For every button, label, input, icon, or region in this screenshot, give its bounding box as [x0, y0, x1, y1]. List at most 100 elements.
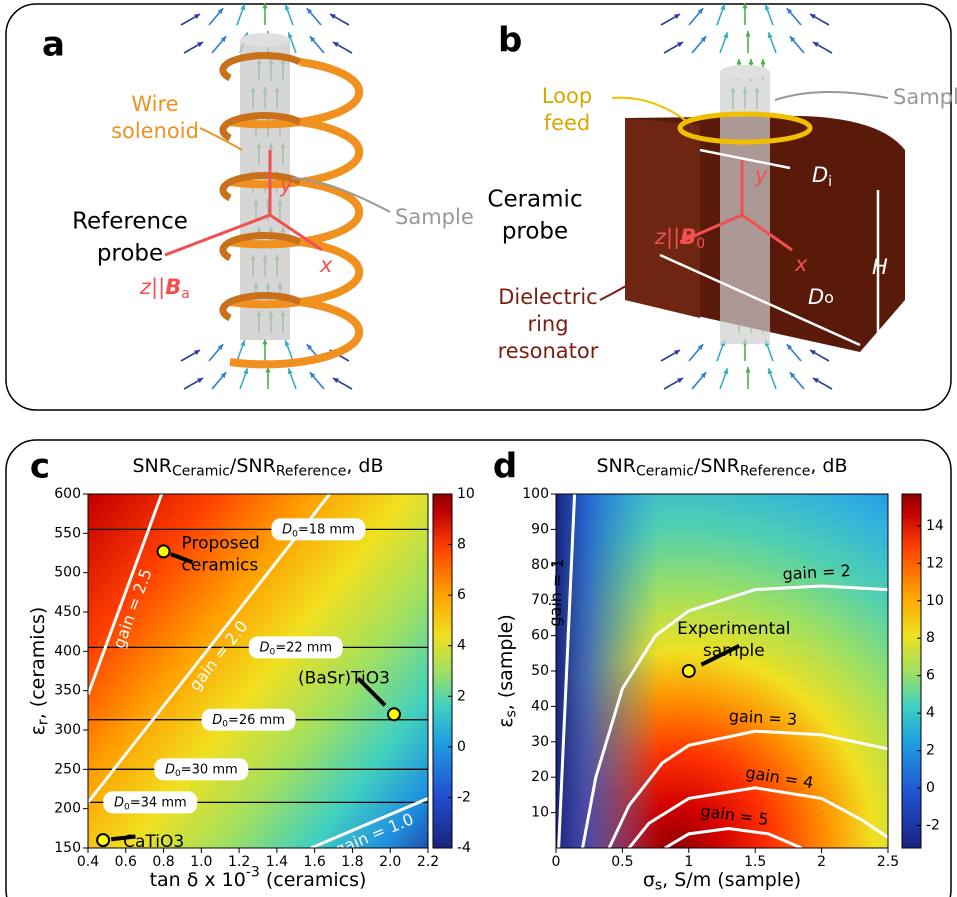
field-arrowhead	[309, 36, 316, 42]
field-arrowhead	[329, 14, 336, 20]
y-tick-label: 200	[54, 801, 81, 817]
axis-label: y	[279, 173, 293, 197]
contour-line	[557, 494, 577, 848]
label-part: 0	[269, 647, 275, 657]
axis-x	[741, 213, 793, 252]
y-tick-label: 50	[531, 663, 549, 679]
axis-label: x	[794, 252, 808, 276]
panel-letter: d	[493, 447, 517, 487]
point-label: ceramics	[182, 555, 259, 575]
y-tick-label: 70	[531, 592, 549, 608]
label-part: Reference	[276, 464, 347, 480]
y-tick-label: 400	[54, 643, 81, 659]
contour-line	[310, 797, 428, 848]
label-part: D	[259, 640, 269, 655]
label: D0=22 mm	[259, 640, 332, 657]
y-tick-label: 300	[54, 722, 81, 738]
label-part: , (sample)	[495, 614, 517, 710]
x-tick-label: 2	[817, 854, 826, 870]
field-arrowhead	[220, 36, 227, 42]
field-arrowhead	[748, 59, 754, 65]
x-tick-label: 1.6	[304, 854, 326, 870]
label-part: r	[36, 719, 52, 725]
colorbar-tick-label: 14	[926, 518, 944, 534]
field-arrowhead	[262, 339, 268, 345]
field-arrowhead	[723, 32, 729, 39]
colorbar-tick-label: 4	[926, 705, 935, 721]
label: Ceramic	[487, 187, 582, 213]
axis-label: x	[319, 253, 333, 277]
x-tick-label: 1.0	[190, 854, 212, 870]
data-point	[681, 664, 696, 678]
field-arrowhead	[217, 344, 224, 350]
label: tan δ x 10-3 (ceramics)	[150, 864, 367, 890]
colorbar-tick-label: 10	[926, 593, 944, 609]
contour-line	[664, 827, 803, 848]
label-part: B	[165, 275, 181, 299]
y-tick-label: 20	[531, 769, 549, 785]
frame-top	[5, 3, 952, 411]
label-part: =18 mm	[298, 522, 355, 537]
contour-label: gain = 2	[782, 561, 851, 584]
label-part: z||	[654, 225, 680, 250]
y-tick-label: 30	[531, 734, 549, 750]
label: feed	[544, 111, 591, 135]
label: D0=34 mm	[114, 795, 187, 812]
helix-back	[219, 112, 302, 142]
label-part: , (ceramics)	[27, 607, 49, 720]
y-tick-label: 60	[531, 628, 549, 644]
contour-line	[88, 494, 331, 804]
field-arrowhead	[764, 4, 770, 11]
x-tick-label: 1.2	[228, 854, 250, 870]
label-part: i	[828, 174, 832, 190]
field-arrowhead	[697, 8, 704, 14]
data-point	[387, 707, 401, 722]
field-arrowhead	[240, 4, 246, 11]
label: Loop	[542, 84, 592, 108]
label: probe	[97, 241, 163, 267]
plot-area	[556, 494, 888, 848]
colorbar-tick-label: 12	[926, 555, 944, 571]
field-arrowhead	[700, 36, 707, 42]
contour-line	[607, 729, 888, 848]
label-part: D	[212, 712, 222, 727]
x-tick-label: 2.5	[877, 854, 899, 870]
point-label: CaTiO3	[123, 832, 184, 852]
field-arrowhead	[789, 372, 796, 378]
y-tick-label: 250	[54, 761, 81, 777]
label-part: s	[504, 710, 520, 717]
x-tick-label: 1.5	[744, 854, 766, 870]
helix-front	[229, 118, 364, 189]
field-arrowhead	[742, 3, 748, 9]
axis-z	[679, 213, 743, 244]
label-part: /SNR	[230, 455, 276, 477]
colorbar-tick-label: 6	[457, 587, 466, 603]
leader	[599, 261, 661, 301]
helix-back	[219, 292, 302, 322]
label-box	[103, 791, 198, 814]
label-part: a	[181, 286, 190, 302]
dim-label: H	[872, 255, 888, 279]
field-arrowhead	[700, 372, 707, 378]
label: solenoid	[111, 119, 199, 143]
label: probe	[502, 219, 568, 245]
field-arrowhead	[786, 344, 793, 350]
helix-front	[229, 298, 364, 369]
colorbar-tick-label: 8	[926, 630, 935, 646]
label-part: 0	[292, 529, 298, 539]
field-arrowhead	[262, 3, 268, 9]
label-part: 0	[696, 236, 705, 252]
field-arrowhead	[240, 340, 246, 347]
field-arrowhead	[789, 36, 796, 42]
label-part: o	[824, 288, 834, 307]
contour-line	[581, 584, 888, 848]
y-tick-label: 80	[531, 557, 549, 573]
field-arrowhead	[197, 378, 204, 384]
label-part: Reference	[740, 464, 811, 480]
label: resonator	[498, 339, 599, 363]
panel-b: b Loop feed Sample Ceramic probe z||B0 y…	[487, 21, 957, 364]
heatmap	[88, 494, 428, 848]
x-tick-label: 0.8	[152, 854, 174, 870]
